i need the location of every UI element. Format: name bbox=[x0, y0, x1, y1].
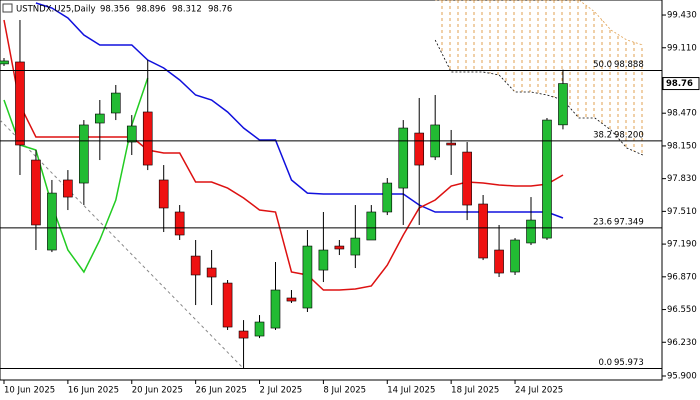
candle-body bbox=[318, 249, 329, 271]
candle-body bbox=[478, 203, 488, 259]
candle-body bbox=[158, 179, 169, 209]
candle-body bbox=[302, 245, 313, 309]
candle-body bbox=[0, 60, 9, 65]
indicator-line bbox=[3, 77, 149, 274]
x-tick-label: 18 Jul 2025 bbox=[451, 386, 499, 396]
candle-body bbox=[254, 321, 265, 337]
candle-body bbox=[126, 125, 137, 143]
candle-body bbox=[31, 159, 41, 226]
y-tick-label: 96.870 bbox=[667, 272, 697, 282]
candle-body bbox=[174, 211, 185, 236]
candle-body bbox=[47, 192, 57, 251]
y-tick-label: 97.190 bbox=[667, 240, 697, 250]
indicator-line bbox=[35, 2, 564, 219]
fib-name: 38.2 bbox=[593, 130, 612, 140]
y-tick-label: 97.510 bbox=[667, 207, 697, 217]
price-tag bbox=[662, 77, 700, 91]
menu-icon[interactable] bbox=[2, 3, 13, 13]
candle-body bbox=[286, 297, 297, 302]
ohlc-open: 98.356 bbox=[100, 5, 130, 15]
price-tag-label: 98.76 bbox=[666, 79, 693, 89]
candle-body bbox=[446, 142, 456, 146]
fib-value: 97.349 bbox=[614, 217, 644, 227]
ohlc-close: 98.76 bbox=[208, 5, 232, 15]
x-tick-label: 8 Jul 2025 bbox=[323, 386, 366, 396]
cloud bbox=[435, 0, 643, 156]
candle-body bbox=[15, 61, 25, 146]
y-tick-label: 97.830 bbox=[667, 174, 697, 184]
x-tick-label: 26 Jun 2025 bbox=[196, 386, 247, 396]
candle-body bbox=[222, 282, 233, 328]
fib-value: 98.888 bbox=[614, 60, 644, 70]
candle-body bbox=[558, 83, 568, 126]
candle-body bbox=[526, 219, 536, 244]
fib-name: 23.6 bbox=[593, 217, 612, 227]
candle-body bbox=[542, 119, 552, 239]
candle-body bbox=[238, 330, 249, 339]
fib-name: 50.0 bbox=[593, 60, 612, 70]
chart-title: USTNDX.U25,Daily bbox=[16, 5, 95, 15]
candle-body bbox=[462, 151, 472, 206]
candle-body bbox=[63, 179, 73, 198]
candle-body bbox=[270, 289, 281, 329]
fib-value: 95.973 bbox=[614, 358, 644, 368]
candle-body bbox=[366, 211, 377, 241]
x-tick-label: 20 Jun 2025 bbox=[132, 386, 183, 396]
candle-body bbox=[110, 92, 121, 114]
ohlc-low: 98.312 bbox=[172, 5, 202, 15]
candle-body bbox=[398, 127, 409, 189]
y-tick-label: 95.900 bbox=[667, 372, 697, 382]
candle-body bbox=[142, 111, 153, 166]
x-tick-label: 10 Jun 2025 bbox=[4, 386, 55, 396]
candle-body bbox=[382, 182, 393, 213]
y-tick-label: 99.110 bbox=[667, 43, 697, 53]
candle-body bbox=[510, 239, 520, 273]
fib-name: 0.0 bbox=[598, 358, 612, 368]
candle-body bbox=[334, 245, 345, 250]
candle-body bbox=[79, 124, 89, 184]
candle-body bbox=[414, 132, 425, 166]
ohlc-high: 98.896 bbox=[136, 5, 166, 15]
fib-value: 98.200 bbox=[614, 130, 644, 140]
y-tick-label: 98.470 bbox=[667, 109, 697, 119]
candle-body bbox=[95, 113, 105, 124]
x-tick-label: 14 Jul 2025 bbox=[387, 386, 435, 396]
y-tick-label: 96.550 bbox=[667, 305, 697, 315]
y-tick-label: 98.150 bbox=[667, 141, 697, 151]
y-tick-label: 96.230 bbox=[667, 338, 697, 348]
candle-body bbox=[494, 249, 504, 274]
x-tick-label: 2 Jul 2025 bbox=[260, 386, 303, 396]
candle-body bbox=[190, 255, 201, 276]
candle-body bbox=[350, 237, 361, 256]
trend-line bbox=[0, 119, 244, 369]
y-tick-label: 99.430 bbox=[667, 11, 697, 21]
x-tick-label: 24 Jul 2025 bbox=[515, 386, 563, 396]
candle-body bbox=[206, 267, 217, 278]
x-tick-label: 16 Jun 2025 bbox=[68, 386, 119, 396]
